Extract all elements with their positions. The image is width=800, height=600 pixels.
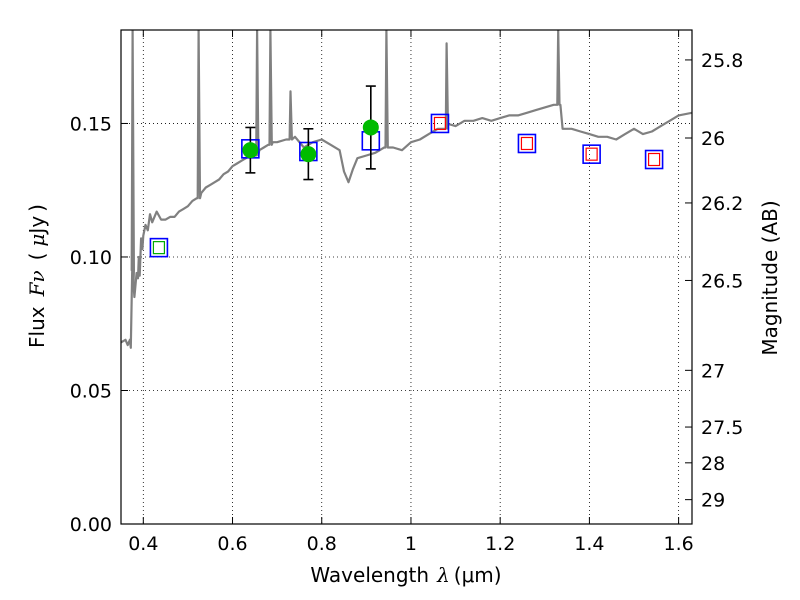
- x-tick-label: 1.6: [664, 533, 694, 555]
- y2-tick-label: 26.2: [701, 193, 743, 215]
- model-photometry-box: [644, 149, 664, 170]
- y-tick-label: 0.00: [70, 514, 112, 536]
- model-inner-red: [520, 136, 534, 151]
- x-tick-label: 1.4: [574, 533, 604, 555]
- y2-axis-ticks: 25.8 26 26.2 26.5 27 27.5 28 29: [685, 50, 743, 512]
- y-tick-label: 0.05: [70, 380, 112, 402]
- y-axis-label-jy: Jy: [25, 216, 49, 236]
- y-axis-label: Flux Fν ( μJy): [25, 204, 49, 348]
- grid-lines: [121, 30, 692, 524]
- sed-template-line: [121, 30, 692, 349]
- y2-tick-label: 29: [701, 490, 725, 512]
- y-axis-label-close: ): [25, 204, 49, 212]
- y2-tick-label: 25.8: [701, 50, 743, 72]
- y2-tick-label: 26: [701, 128, 725, 150]
- x-axis-label: Wavelength λ (μm): [310, 563, 501, 587]
- plot-frame: [120, 29, 693, 525]
- y-tick-label: 0.10: [70, 247, 112, 269]
- observed-point: [300, 146, 317, 163]
- observed-point: [242, 142, 259, 159]
- x-tick-label: 0.6: [217, 533, 247, 555]
- x-axis-label-text: Wavelength: [310, 563, 429, 587]
- model-inner-red: [647, 152, 661, 167]
- x-axis-label-symbol: λ: [436, 563, 450, 587]
- y2-axis-label: Magnitude (AB): [758, 200, 782, 355]
- x-tick-label: 0.4: [128, 533, 158, 555]
- y2-tick-label: 26.5: [701, 270, 743, 292]
- observed-point: [362, 119, 379, 136]
- x-tick-label: 1.2: [485, 533, 515, 555]
- x-tick-label: 1: [405, 533, 417, 555]
- observed-photometry-series: [242, 85, 379, 181]
- model-photometry-box: [430, 113, 450, 134]
- y-tick-label: 0.15: [70, 113, 112, 135]
- model-inner-red: [433, 116, 447, 131]
- y-axis-label-symbol: Fν: [25, 270, 49, 297]
- model-photometry-box: [582, 144, 601, 164]
- x-axis-ticks: 0.4 0.6 0.8 1 1.2 1.4 1.6: [128, 30, 694, 555]
- x-axis-label-unit: (μm): [454, 563, 502, 587]
- x-tick-label: 0.8: [307, 533, 337, 555]
- model-inner-green: [152, 241, 166, 255]
- y2-tick-label: 28: [701, 453, 725, 475]
- model-photometry-box: [517, 133, 537, 154]
- model-inner-red: [585, 147, 598, 161]
- y-axis-label-mu: μ: [25, 234, 49, 247]
- sed-template-series: [121, 30, 692, 349]
- model-photometry-series: [149, 113, 664, 258]
- y2-tick-label: 27: [701, 360, 725, 382]
- y-axis-label-text: Flux: [25, 306, 49, 348]
- model-photometry-box: [149, 237, 169, 258]
- y-axis-label-open: (: [25, 253, 49, 261]
- y2-tick-label: 27.5: [701, 417, 743, 439]
- y-axis-ticks: 0.00 0.05 0.10 0.15: [70, 113, 128, 536]
